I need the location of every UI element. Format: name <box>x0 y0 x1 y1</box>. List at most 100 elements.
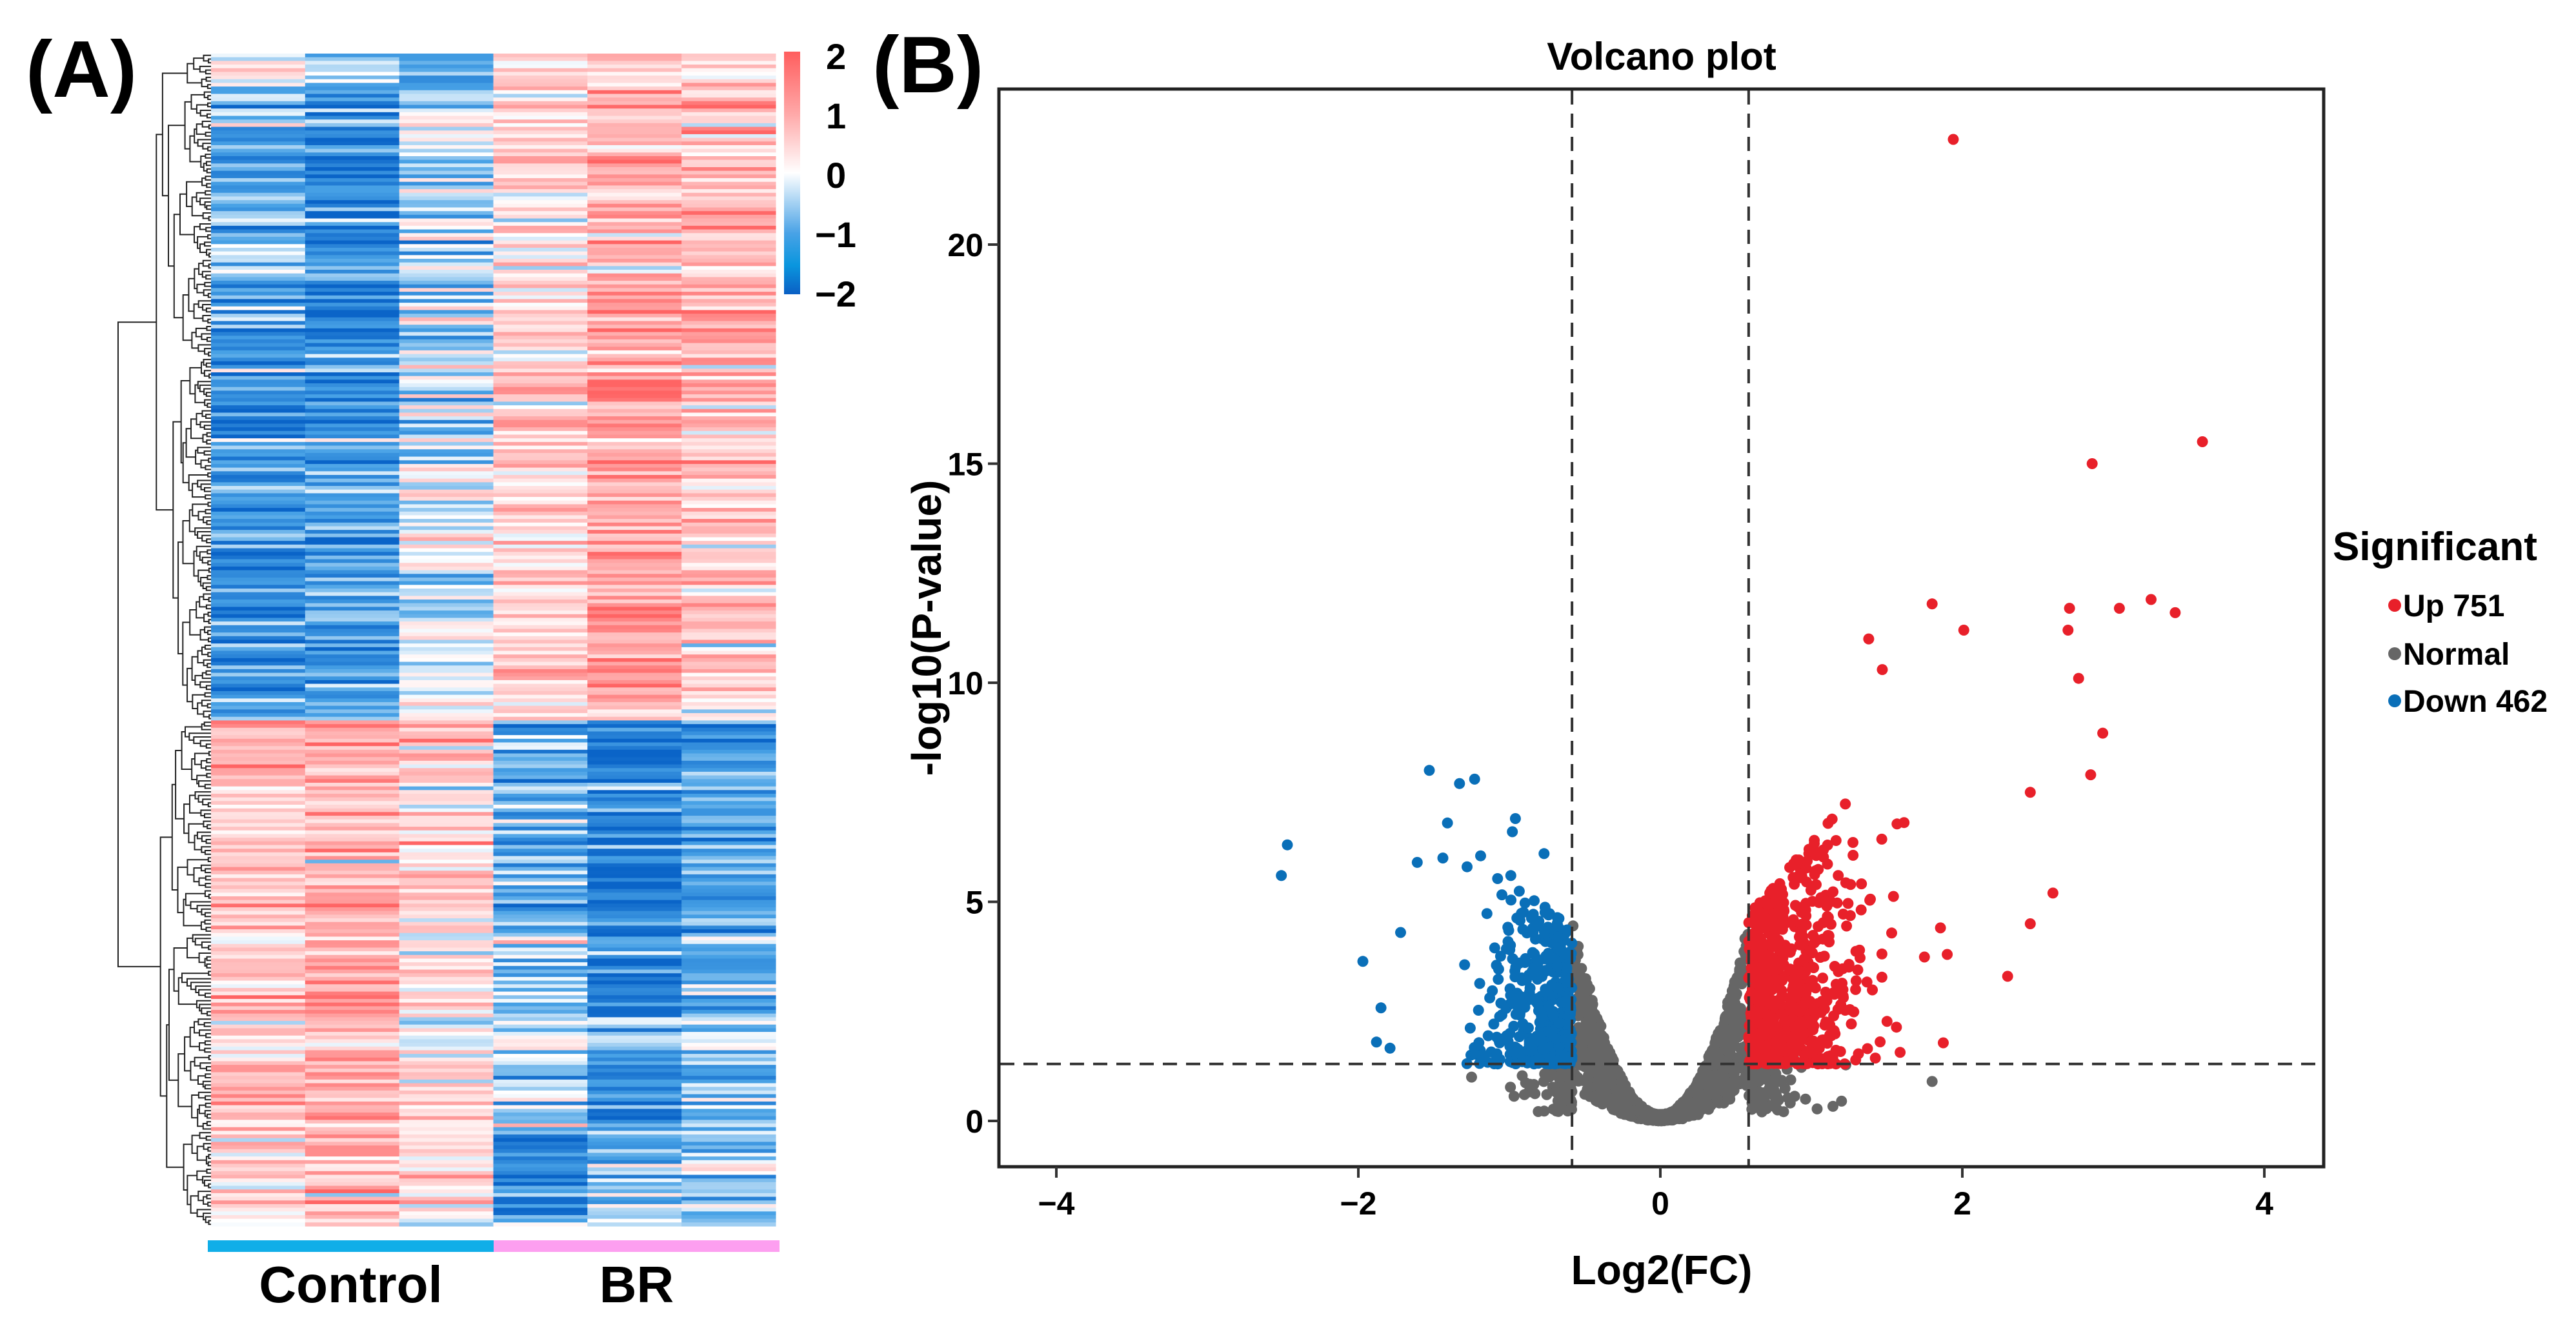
heatmap-cell <box>399 452 494 458</box>
heatmap-cell <box>681 980 776 985</box>
heatmap-cell <box>305 903 400 908</box>
heatmap-cell <box>587 1061 682 1065</box>
heatmap-cell <box>587 1138 682 1142</box>
heatmap-cell <box>305 998 400 1003</box>
heatmap-cell <box>587 116 682 120</box>
heatmap-cell <box>681 867 776 871</box>
heatmap-cell <box>211 94 306 98</box>
heatmap-cell <box>681 607 776 611</box>
heatmap-cell <box>587 676 682 681</box>
heatmap-cell <box>305 563 400 567</box>
heatmap-cell <box>493 112 588 117</box>
heatmap-cell <box>587 625 682 630</box>
heatmap-cell <box>305 786 400 791</box>
heatmap-cell <box>587 427 682 432</box>
heatmap-cell <box>399 629 494 633</box>
heatmap-cell <box>587 130 682 135</box>
heatmap-cell <box>211 544 306 549</box>
heatmap-cell <box>399 600 494 604</box>
dendrogram-branch <box>172 421 181 599</box>
heatmap-cell <box>211 779 306 783</box>
heatmap-cell <box>399 1164 494 1168</box>
heatmap-cell <box>399 900 494 904</box>
heatmap-cell <box>587 170 682 175</box>
dendrogram-branch <box>197 1075 206 1085</box>
heatmap-cell <box>587 408 682 414</box>
heatmap-cell <box>493 716 588 721</box>
heatmap-cell <box>211 339 306 344</box>
group-label-control: Control <box>259 1256 442 1313</box>
heatmap-cell <box>587 731 682 736</box>
heatmap-cell <box>493 332 588 336</box>
heatmap-cell <box>305 650 400 655</box>
heatmap-cell <box>399 1200 494 1205</box>
heatmap-cell <box>493 618 588 622</box>
heatmap-cell <box>305 976 400 982</box>
heatmap-cell <box>211 1090 306 1095</box>
point-normal <box>1785 1074 1796 1085</box>
dendrogram-branch <box>205 414 211 419</box>
heatmap-cell <box>305 530 400 534</box>
heatmap-cell <box>587 600 682 604</box>
heatmap-cell <box>493 1164 588 1168</box>
dendrogram-branch <box>204 281 211 287</box>
heatmap-cell <box>211 262 306 267</box>
dendrogram-branch <box>205 76 211 82</box>
heatmap-cell <box>493 1039 588 1043</box>
dendrogram-branch <box>205 307 211 313</box>
heatmap-cell <box>493 742 588 747</box>
heatmap-cell <box>399 416 494 421</box>
heatmap-cell <box>587 1142 682 1146</box>
heatmap-cell <box>399 709 494 714</box>
heatmap-cell <box>681 690 776 696</box>
heatmap-cell <box>399 1035 494 1040</box>
heatmap-cell <box>399 101 494 106</box>
heatmap-cell <box>305 1032 400 1036</box>
heatmap-cell <box>305 742 400 747</box>
heatmap-cell <box>681 449 776 454</box>
colorbar-tick-label: −1 <box>815 214 856 255</box>
heatmap-cell <box>587 871 682 875</box>
heatmap-cell <box>587 1090 682 1095</box>
heatmap-cell <box>211 54 306 58</box>
heatmap-cell <box>399 383 494 388</box>
heatmap-cell <box>211 314 306 318</box>
heatmap-cell <box>305 229 400 234</box>
heatmap-cell <box>587 383 682 388</box>
heatmap-cell <box>587 1214 682 1220</box>
heatmap-cell <box>587 361 682 366</box>
heatmap-cell <box>493 834 588 838</box>
heatmap-cell <box>399 1156 494 1161</box>
heatmap-cell <box>305 672 400 677</box>
heatmap-cell <box>211 694 306 699</box>
heatmap-cell <box>399 83 494 87</box>
heatmap-cell <box>305 614 400 619</box>
heatmap-cell <box>211 1134 306 1139</box>
dendrogram-branch <box>191 196 203 217</box>
heatmap-cell <box>305 368 400 373</box>
heatmap-cell <box>399 489 494 494</box>
heatmap-cell <box>681 1171 776 1176</box>
heatmap-cell <box>399 325 494 329</box>
heatmap-cell <box>587 1032 682 1036</box>
heatmap-cell <box>211 405 306 410</box>
heatmap-cell <box>211 522 306 527</box>
heatmap-cell <box>681 1156 776 1161</box>
heatmap-cell <box>587 445 682 450</box>
heatmap-cell <box>305 167 400 172</box>
heatmap-cell <box>399 570 494 574</box>
heatmap-cell <box>211 119 306 124</box>
heatmap-cell <box>399 882 494 886</box>
heatmap-cell <box>681 841 776 846</box>
heatmap-cell <box>587 156 682 161</box>
heatmap-cell <box>681 1145 776 1150</box>
heatmap-cell <box>305 1090 400 1095</box>
heatmap-cell <box>681 705 776 710</box>
heatmap-cell <box>493 1120 588 1124</box>
heatmap-cell <box>305 801 400 805</box>
heatmap-cell <box>399 522 494 527</box>
heatmap-cell <box>305 218 400 223</box>
heatmap-cell <box>587 292 682 296</box>
heatmap-cell <box>681 116 776 120</box>
heatmap-cell <box>211 749 306 754</box>
